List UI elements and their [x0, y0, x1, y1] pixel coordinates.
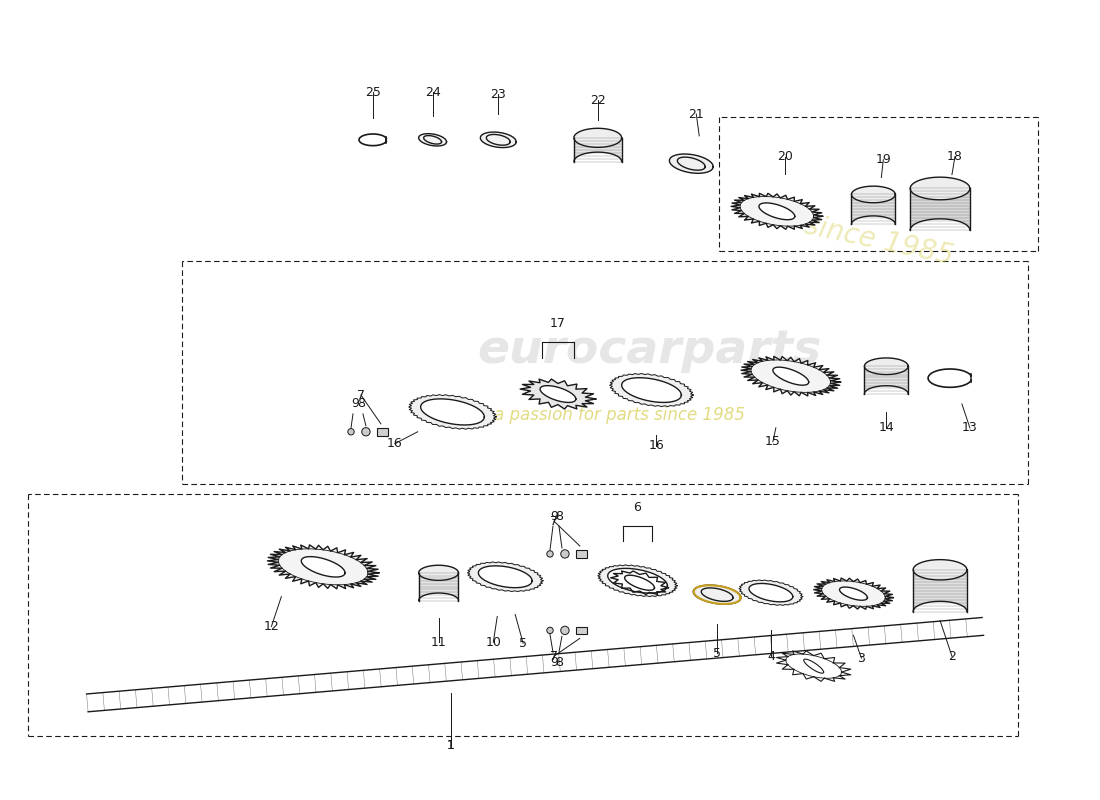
Polygon shape: [377, 428, 388, 435]
Text: 7: 7: [358, 389, 365, 402]
Polygon shape: [865, 366, 909, 394]
Text: 5: 5: [519, 637, 527, 650]
Text: 7: 7: [550, 514, 558, 528]
Text: since 1985: since 1985: [801, 212, 956, 270]
Text: 1: 1: [447, 739, 454, 752]
Text: 8: 8: [358, 398, 365, 410]
Text: 10: 10: [485, 636, 502, 649]
Polygon shape: [749, 583, 793, 602]
Polygon shape: [409, 394, 496, 430]
Circle shape: [362, 428, 370, 436]
Text: 16: 16: [387, 437, 403, 450]
Polygon shape: [478, 566, 532, 588]
Polygon shape: [693, 585, 741, 604]
Text: 21: 21: [689, 107, 704, 121]
Polygon shape: [576, 550, 587, 558]
Text: 14: 14: [879, 422, 894, 434]
Polygon shape: [865, 358, 909, 374]
Text: 23: 23: [491, 88, 506, 101]
Polygon shape: [481, 132, 516, 147]
Polygon shape: [520, 379, 596, 409]
Polygon shape: [540, 386, 576, 402]
Polygon shape: [419, 134, 447, 146]
Polygon shape: [609, 374, 693, 406]
Polygon shape: [839, 587, 868, 600]
Polygon shape: [759, 203, 795, 220]
Polygon shape: [574, 128, 622, 147]
Text: 22: 22: [590, 94, 606, 106]
Text: 8: 8: [556, 510, 563, 522]
Text: 19: 19: [876, 153, 891, 166]
Text: 24: 24: [425, 86, 440, 98]
Polygon shape: [610, 571, 669, 594]
Text: 25: 25: [365, 86, 381, 98]
Polygon shape: [913, 560, 967, 580]
Text: 18: 18: [947, 150, 962, 163]
Text: 7: 7: [550, 650, 558, 662]
Text: 11: 11: [431, 636, 447, 649]
Polygon shape: [419, 573, 459, 601]
Text: 17: 17: [550, 318, 565, 330]
Text: a passion for parts since 1985: a passion for parts since 1985: [494, 406, 745, 424]
Text: 13: 13: [962, 422, 978, 434]
Text: 3: 3: [858, 652, 866, 665]
Polygon shape: [910, 189, 970, 230]
Text: 1: 1: [447, 739, 454, 752]
Polygon shape: [267, 545, 378, 589]
Polygon shape: [420, 399, 484, 425]
Polygon shape: [574, 138, 622, 162]
Text: 6: 6: [634, 502, 641, 514]
Text: 20: 20: [777, 150, 793, 163]
Text: 9: 9: [351, 398, 359, 410]
Polygon shape: [739, 580, 803, 606]
Circle shape: [561, 550, 569, 558]
Text: 2: 2: [948, 650, 956, 662]
Polygon shape: [625, 575, 654, 590]
Polygon shape: [576, 626, 587, 634]
Polygon shape: [597, 565, 678, 597]
Text: 12: 12: [264, 620, 279, 633]
Polygon shape: [301, 557, 345, 577]
Circle shape: [547, 627, 553, 634]
Text: 4: 4: [767, 650, 774, 662]
Polygon shape: [732, 194, 823, 230]
Text: 5: 5: [713, 646, 722, 660]
Polygon shape: [913, 570, 967, 611]
Polygon shape: [670, 154, 713, 174]
Polygon shape: [851, 186, 895, 202]
Polygon shape: [607, 568, 668, 593]
Text: 16: 16: [649, 439, 664, 452]
Circle shape: [561, 626, 569, 634]
Text: 9: 9: [550, 656, 558, 669]
Polygon shape: [419, 566, 459, 580]
Polygon shape: [741, 356, 840, 396]
Text: 15: 15: [764, 435, 781, 448]
Polygon shape: [910, 177, 970, 200]
Text: 9: 9: [550, 510, 558, 522]
Text: eurocarparts: eurocarparts: [477, 328, 822, 373]
Polygon shape: [814, 578, 893, 610]
Polygon shape: [851, 194, 895, 224]
Circle shape: [348, 429, 354, 435]
Polygon shape: [773, 367, 808, 386]
Circle shape: [547, 550, 553, 557]
Text: 8: 8: [556, 656, 563, 669]
Polygon shape: [621, 378, 681, 402]
Polygon shape: [468, 562, 543, 591]
